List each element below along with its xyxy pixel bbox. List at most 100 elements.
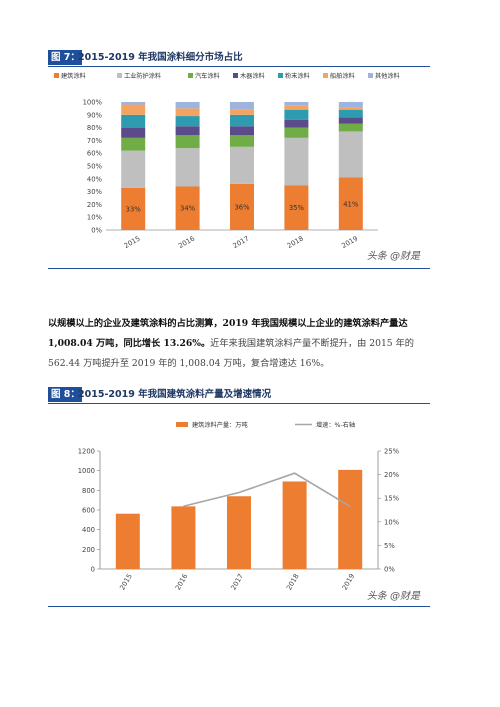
y-right-tick-label: 10% xyxy=(384,518,400,526)
figure-8-title: 2015-2019 年我国建筑涂料产量及增速情况 xyxy=(78,389,272,400)
y-right-tick-label: 0% xyxy=(384,566,395,574)
legend-label: 增速：%-右轴 xyxy=(316,421,355,429)
bar-segment xyxy=(284,105,309,110)
bar-segment xyxy=(121,150,146,188)
bar-data-label: 41% xyxy=(343,200,359,208)
bar-segment xyxy=(230,102,254,110)
legend-label: 船舶涂料 xyxy=(330,72,355,80)
y-tick-label: 30% xyxy=(87,188,103,196)
bar-segment xyxy=(175,108,200,117)
y-left-tick-label: 1000 xyxy=(78,467,95,475)
bar-data-label: 33% xyxy=(126,205,142,213)
legend-swatch xyxy=(278,73,283,78)
y-left-tick-label: 800 xyxy=(82,487,95,495)
bar-segment xyxy=(338,109,363,118)
production-bar xyxy=(171,506,196,569)
bar-data-label: 34% xyxy=(180,205,196,213)
bar-segment xyxy=(230,146,254,184)
bar-segment xyxy=(175,148,200,187)
legend-label: 工业防护涂料 xyxy=(124,72,161,80)
bar-segment xyxy=(284,185,309,230)
x-tick-label: 2018 xyxy=(285,573,301,592)
bar-segment xyxy=(121,127,146,138)
legend-label: 粉末涂料 xyxy=(285,72,310,80)
production-bar xyxy=(115,513,140,569)
legend-label: 汽车涂料 xyxy=(195,72,220,80)
x-tick-label: 2017 xyxy=(232,234,251,250)
x-tick-label: 2019 xyxy=(341,573,357,592)
y-left-tick-label: 0 xyxy=(91,566,95,574)
y-tick-label: 50% xyxy=(87,163,103,171)
bar-segment xyxy=(121,102,146,105)
legend-swatch xyxy=(176,422,188,427)
bar-segment xyxy=(230,109,254,115)
figure-7-header: 图 7： 2015-2019 年我国涂料细分市场占比 xyxy=(48,50,430,67)
bar-segment xyxy=(121,137,146,151)
bar-segment xyxy=(338,107,363,110)
y-left-tick-label: 200 xyxy=(82,546,95,554)
y-tick-label: 100% xyxy=(83,99,103,107)
growth-rate-line xyxy=(183,472,351,508)
y-tick-label: 10% xyxy=(87,214,103,222)
bar-segment xyxy=(121,104,146,115)
x-tick-label: 2019 xyxy=(340,234,359,250)
legend-swatch xyxy=(54,73,59,78)
x-tick-label: 2015 xyxy=(118,573,134,592)
bar-data-label: 36% xyxy=(234,203,250,211)
bar-segment xyxy=(121,114,146,128)
legend-label: 其他涂料 xyxy=(375,72,400,80)
figure-7-title: 2015-2019 年我国涂料细分市场占比 xyxy=(78,52,243,63)
legend-swatch xyxy=(117,73,122,78)
bar-segment xyxy=(175,126,200,136)
production-bar xyxy=(227,496,251,569)
figure-8-header: 图 8： 2015-2019 年我国建筑涂料产量及增速情况 xyxy=(48,387,430,404)
bar-segment xyxy=(338,131,363,178)
bar-segment xyxy=(230,135,254,147)
y-right-tick-label: 15% xyxy=(384,495,400,503)
legend-label: 木器涂料 xyxy=(240,72,265,80)
bar-segment xyxy=(284,137,309,186)
figure-7-watermark: 头条 @财是 xyxy=(366,251,420,262)
bar-segment xyxy=(338,117,363,124)
y-tick-label: 80% xyxy=(87,124,103,132)
y-tick-label: 90% xyxy=(87,111,103,119)
bar-segment xyxy=(338,177,363,230)
y-right-tick-label: 25% xyxy=(384,448,400,456)
y-tick-label: 0% xyxy=(91,227,102,235)
x-tick-label: 2016 xyxy=(174,573,190,592)
legend-swatch xyxy=(188,73,193,78)
x-tick-label: 2018 xyxy=(286,234,305,250)
bar-segment xyxy=(284,119,309,128)
y-tick-label: 20% xyxy=(87,201,103,209)
y-right-tick-label: 5% xyxy=(384,542,395,550)
legend-swatch xyxy=(323,73,328,78)
bar-segment xyxy=(284,127,309,138)
bar-segment xyxy=(230,126,254,136)
bar-segment xyxy=(230,183,254,230)
x-tick-label: 2016 xyxy=(177,234,196,250)
y-tick-label: 70% xyxy=(87,137,103,145)
y-left-tick-label: 400 xyxy=(82,526,95,534)
production-bar xyxy=(282,481,307,569)
figure-7-svg: 建筑涂料 工业防护涂料 汽车涂料 木器涂料 粉末涂料 船舶涂料 其他涂料 0% 10% 20% 30… xyxy=(54,72,400,250)
bar-segment xyxy=(175,186,200,230)
bar-segment xyxy=(338,102,363,108)
x-tick-label: 2017 xyxy=(229,573,245,592)
figure-7-chart: 建筑涂料 工业防护涂料 汽车涂料 木器涂料 粉末涂料 船舶涂料 其他涂料 0% 10% 20% 30… xyxy=(48,67,430,269)
bar-segment xyxy=(284,102,309,106)
bar-segment xyxy=(230,114,254,127)
paragraph-normal-text: 近年来我国建筑涂料产量不断提升，由 2015 年的 562.44 万吨提升至 2… xyxy=(48,338,414,369)
figure-8-chart: 建筑涂料产量：万吨 增速：%-右轴 0 200 400 600 800 1000 1200 0% 5… xyxy=(48,404,430,607)
bar-segment xyxy=(175,102,200,109)
production-bar xyxy=(338,469,363,569)
paragraph-bold-text: 以规模以上的企业及建筑涂料的占比测算，2019 年我国规模以上企业的建筑涂料产量… xyxy=(48,318,408,349)
y-tick-label: 60% xyxy=(87,150,103,158)
figure-7-tag: 图 7： xyxy=(48,50,82,65)
legend-swatch xyxy=(233,73,238,78)
figure-8-watermark: 头条 @财是 xyxy=(366,591,420,602)
x-tick-label: 2015 xyxy=(123,234,142,250)
y-left-tick-label: 600 xyxy=(82,507,95,515)
figure-8-tag: 图 8： xyxy=(48,387,82,402)
figure-8-svg: 建筑涂料产量：万吨 增速：%-右轴 0 200 400 600 800 1000 1200 0% 5… xyxy=(78,421,400,592)
body-paragraph: 以规模以上的企业及建筑涂料的占比测算，2019 年我国规模以上企业的建筑涂料产量… xyxy=(48,314,448,374)
